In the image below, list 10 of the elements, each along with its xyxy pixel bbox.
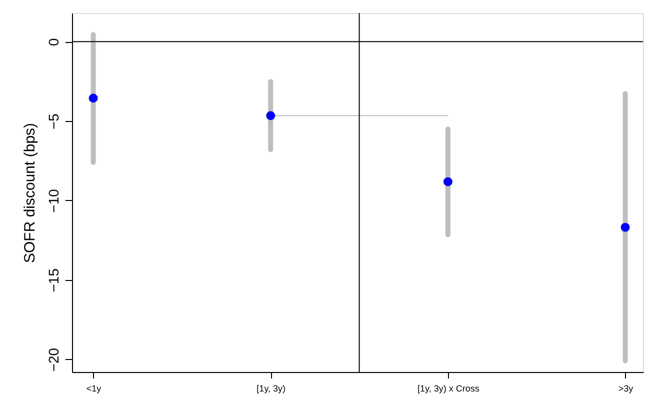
x-tick-label: <1y [86, 384, 102, 394]
y-tick-label: 0 [46, 38, 62, 46]
y-tick-label: −10 [46, 188, 62, 213]
x-tick-label: [1y, 3y) [256, 384, 286, 394]
x-tick-label: >3y [618, 384, 634, 394]
y-tick-label: −5 [46, 113, 62, 130]
y-tick-label: −20 [46, 348, 62, 372]
y-axis-title: SOFR discount (bps) [22, 122, 38, 264]
y-tick-label: −15 [46, 268, 62, 292]
x-tick-label: [1y, 3y) x Cross [418, 384, 480, 394]
